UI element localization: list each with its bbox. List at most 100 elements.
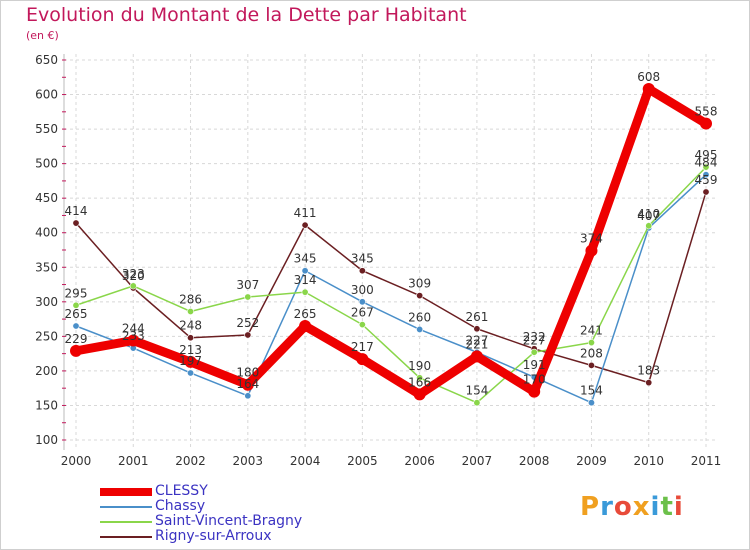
data-label: 286 [179, 292, 202, 306]
data-label: 248 [179, 319, 202, 333]
logo-letter: i [673, 492, 684, 522]
logo-letter: x [632, 492, 651, 522]
data-label: 213 [179, 343, 202, 357]
data-label: 407 [637, 209, 660, 223]
y-tick-label: 100 [35, 433, 58, 447]
legend-swatch [100, 506, 152, 508]
y-tick-label: 600 [35, 88, 58, 102]
data-point [587, 339, 595, 347]
data-label: 154 [465, 384, 488, 398]
logo-letter: i [650, 492, 661, 522]
data-label: 221 [465, 337, 488, 351]
data-label: 217 [351, 340, 374, 354]
data-label: 309 [408, 277, 431, 291]
data-point [470, 350, 483, 363]
logo-letter: r [600, 492, 614, 522]
data-point [702, 171, 710, 179]
data-label: 252 [236, 316, 259, 330]
data-point [72, 219, 80, 227]
legend-swatch [100, 536, 152, 538]
legend-label: Saint-Vincent-Bragny [155, 513, 303, 529]
data-label: 410 [637, 207, 660, 221]
data-point [70, 344, 82, 357]
y-tick-label: 150 [35, 398, 58, 412]
x-tick-label: 2010 [633, 454, 664, 468]
legend-swatch [100, 488, 152, 496]
data-label: 265 [294, 307, 317, 321]
chart-title: Evolution du Montant de la Dette par Hab… [26, 4, 467, 26]
x-tick-label: 2011 [691, 454, 722, 468]
data-point [299, 320, 312, 332]
data-label: 459 [695, 173, 718, 187]
data-label-layer: 229 244 213 180 265 217 166 221 170 374 608 558 265 2… [65, 70, 718, 398]
data-point [416, 292, 424, 300]
data-point [702, 188, 710, 196]
data-point [585, 244, 598, 257]
data-label: 191 [523, 358, 546, 372]
legend-swatch [100, 521, 152, 523]
data-label: 233 [122, 329, 145, 343]
data-label: 241 [580, 324, 603, 338]
data-point [301, 267, 309, 275]
x-tick-label: 2001 [118, 454, 149, 468]
data-point [358, 267, 366, 275]
data-point [416, 325, 424, 333]
data-label: 164 [236, 377, 259, 391]
series-line-rigny-sur-arroux [75, 191, 707, 384]
data-point [473, 325, 481, 333]
data-label: 190 [408, 359, 431, 373]
data-point [645, 222, 653, 230]
data-label: 227 [523, 333, 546, 347]
data-label: 495 [695, 148, 718, 162]
x-tick-label: 2007 [462, 454, 493, 468]
data-point [700, 117, 712, 130]
data-label: 345 [351, 252, 374, 266]
data-label: 608 [637, 70, 660, 84]
x-tick-label: 2002 [175, 454, 206, 468]
data-label: 414 [65, 204, 88, 218]
x-tick-label: 2008 [519, 454, 550, 468]
data-point [129, 282, 137, 290]
data-label: 267 [351, 306, 374, 320]
data-point [587, 361, 595, 369]
data-point [127, 334, 140, 347]
grid-layer [64, 54, 716, 450]
x-tick-label: 2005 [347, 454, 378, 468]
data-label: 232 [523, 330, 546, 344]
data-label: 374 [580, 232, 603, 246]
data-label: 484 [695, 156, 718, 170]
data-point [187, 307, 195, 315]
data-point [301, 288, 309, 296]
data-label: 345 [294, 252, 317, 266]
data-label: 229 [65, 332, 88, 346]
data-label: 265 [65, 307, 88, 321]
data-point [642, 83, 655, 96]
data-label: 183 [637, 364, 660, 378]
data-point [72, 322, 80, 330]
data-label: 260 [408, 310, 431, 324]
data-point [241, 378, 254, 391]
logo-letter: P [580, 492, 601, 522]
data-label: 307 [236, 278, 259, 292]
x-tick-label: 2000 [61, 454, 92, 468]
data-point [244, 293, 252, 301]
data-point [301, 221, 309, 229]
y-tick-label: 650 [35, 53, 58, 67]
data-point [413, 388, 426, 401]
axis-layer: 100 150 200 250 300 350 400 450 500 550 600 650 2000… [35, 53, 721, 468]
logo-letter: t [660, 492, 674, 522]
series-line-chassy [75, 173, 707, 404]
series-layer [70, 83, 712, 407]
data-label: 320 [122, 269, 145, 283]
data-point [187, 369, 195, 377]
series-line-saint-vincent-bragny [75, 166, 707, 404]
data-label: 314 [294, 273, 317, 287]
logo-letter: o [613, 492, 633, 522]
data-point [358, 298, 366, 306]
data-point [587, 399, 595, 407]
data-label: 166 [408, 375, 431, 389]
y-tick-label: 250 [35, 329, 58, 343]
data-label: 323 [122, 267, 145, 281]
y-tick-label: 300 [35, 295, 58, 309]
